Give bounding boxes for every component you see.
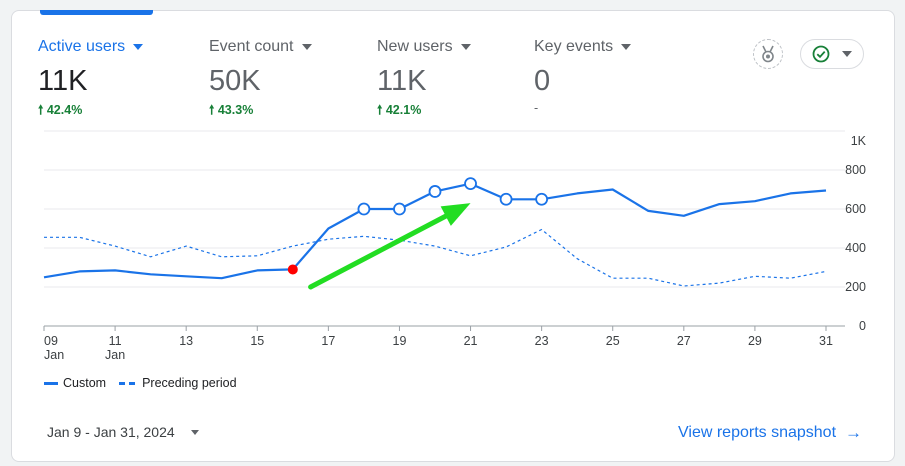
- x-tick-label: 27: [677, 334, 691, 348]
- y-tick-label: 400: [845, 241, 866, 255]
- arrow-up-icon: 🠕: [209, 103, 215, 117]
- annotation-arrow-shaft: [308, 213, 449, 290]
- legend-swatch-solid: [44, 381, 58, 385]
- series-line-preceding-period: [44, 228, 827, 287]
- metric-delta: -: [534, 101, 539, 115]
- data-point-marker[interactable]: [464, 177, 477, 191]
- metric-event-count[interactable]: Event count 50K 🠕 43.3%: [209, 38, 312, 122]
- x-tick-label: 23: [535, 334, 549, 348]
- caret-down-icon: [460, 44, 471, 50]
- x-tick-label: 19: [393, 334, 407, 348]
- caret-down-icon: [621, 44, 632, 50]
- data-point-marker[interactable]: [428, 185, 442, 198]
- x-tick-sublabel: Jan: [105, 348, 125, 362]
- caret-down-icon: [301, 44, 312, 50]
- status-dropdown-button[interactable]: [800, 39, 864, 69]
- metric-value: 11K: [377, 65, 427, 97]
- caret-down-icon: [190, 429, 199, 435]
- metric-value: 0: [534, 65, 551, 97]
- metric-new-users[interactable]: New users 11K 🠕 42.1%: [377, 38, 471, 122]
- metric-label-dropdown[interactable]: Event count: [209, 38, 312, 56]
- caret-down-icon: [842, 51, 852, 57]
- caret-down-icon: [133, 44, 144, 50]
- chart-legend: Custom Preceding period: [44, 376, 237, 390]
- x-tick-label: 11: [109, 334, 122, 348]
- metric-label-dropdown[interactable]: Active users: [38, 38, 144, 56]
- arrow-right-icon: →: [845, 423, 863, 442]
- report-card: [11, 10, 895, 462]
- annotation-red-dot: [287, 264, 298, 275]
- data-point-marker[interactable]: [499, 192, 513, 206]
- x-tick-label: 25: [606, 334, 620, 348]
- x-tick-label: 17: [321, 334, 335, 348]
- x-tick-sublabel: Jan: [44, 348, 64, 362]
- arrow-up-icon: 🠕: [38, 103, 44, 117]
- metric-label-dropdown[interactable]: New users: [377, 38, 471, 56]
- x-tick-label: 29: [748, 334, 762, 348]
- y-tick-label: 1K: [851, 134, 867, 148]
- date-range-label: Jan 9 - Jan 31, 2024: [47, 424, 175, 440]
- data-point-marker[interactable]: [393, 202, 406, 216]
- y-tick-label: 0: [859, 319, 866, 333]
- metric-delta: 🠕 42.4%: [38, 103, 83, 117]
- y-tick-label: 200: [845, 280, 866, 294]
- metric-delta: 🠕 42.1%: [377, 103, 422, 117]
- active-tab-indicator: [40, 10, 153, 15]
- metric-key-events[interactable]: Key events 0 -: [534, 38, 632, 115]
- x-tick-label: 21: [464, 334, 478, 348]
- metric-label-dropdown[interactable]: Key events: [534, 38, 632, 56]
- medal-icon: [762, 45, 774, 63]
- data-point-marker[interactable]: [357, 202, 371, 216]
- x-tick-label: 13: [179, 334, 193, 348]
- legend-preceding: Preceding period: [142, 376, 237, 390]
- metric-active-users[interactable]: Active users 11K 🠕 42.4%: [38, 38, 144, 122]
- legend-custom: Custom: [63, 376, 107, 390]
- legend-swatch-dashed: [119, 381, 137, 385]
- view-reports-snapshot-link[interactable]: View reports snapshot →: [678, 423, 863, 442]
- metric-value: 50K: [209, 65, 261, 97]
- metric-delta: 🠕 43.3%: [209, 103, 254, 117]
- series-line-custom: [43, 182, 827, 280]
- arrow-up-icon: 🠕: [377, 103, 383, 117]
- data-point-marker[interactable]: [535, 192, 549, 206]
- x-tick-label: 31: [819, 334, 833, 348]
- date-range-selector[interactable]: Jan 9 - Jan 31, 2024: [47, 424, 199, 440]
- insights-badge-icon[interactable]: [753, 39, 783, 69]
- metric-value: 11K: [38, 65, 88, 97]
- check-circle-icon: [812, 45, 830, 63]
- y-tick-label: 600: [845, 202, 866, 216]
- annotation-arrow-head: [440, 203, 471, 226]
- y-tick-label: 800: [845, 163, 866, 177]
- x-tick-label: 15: [250, 334, 264, 348]
- x-tick-label: 09: [44, 334, 58, 348]
